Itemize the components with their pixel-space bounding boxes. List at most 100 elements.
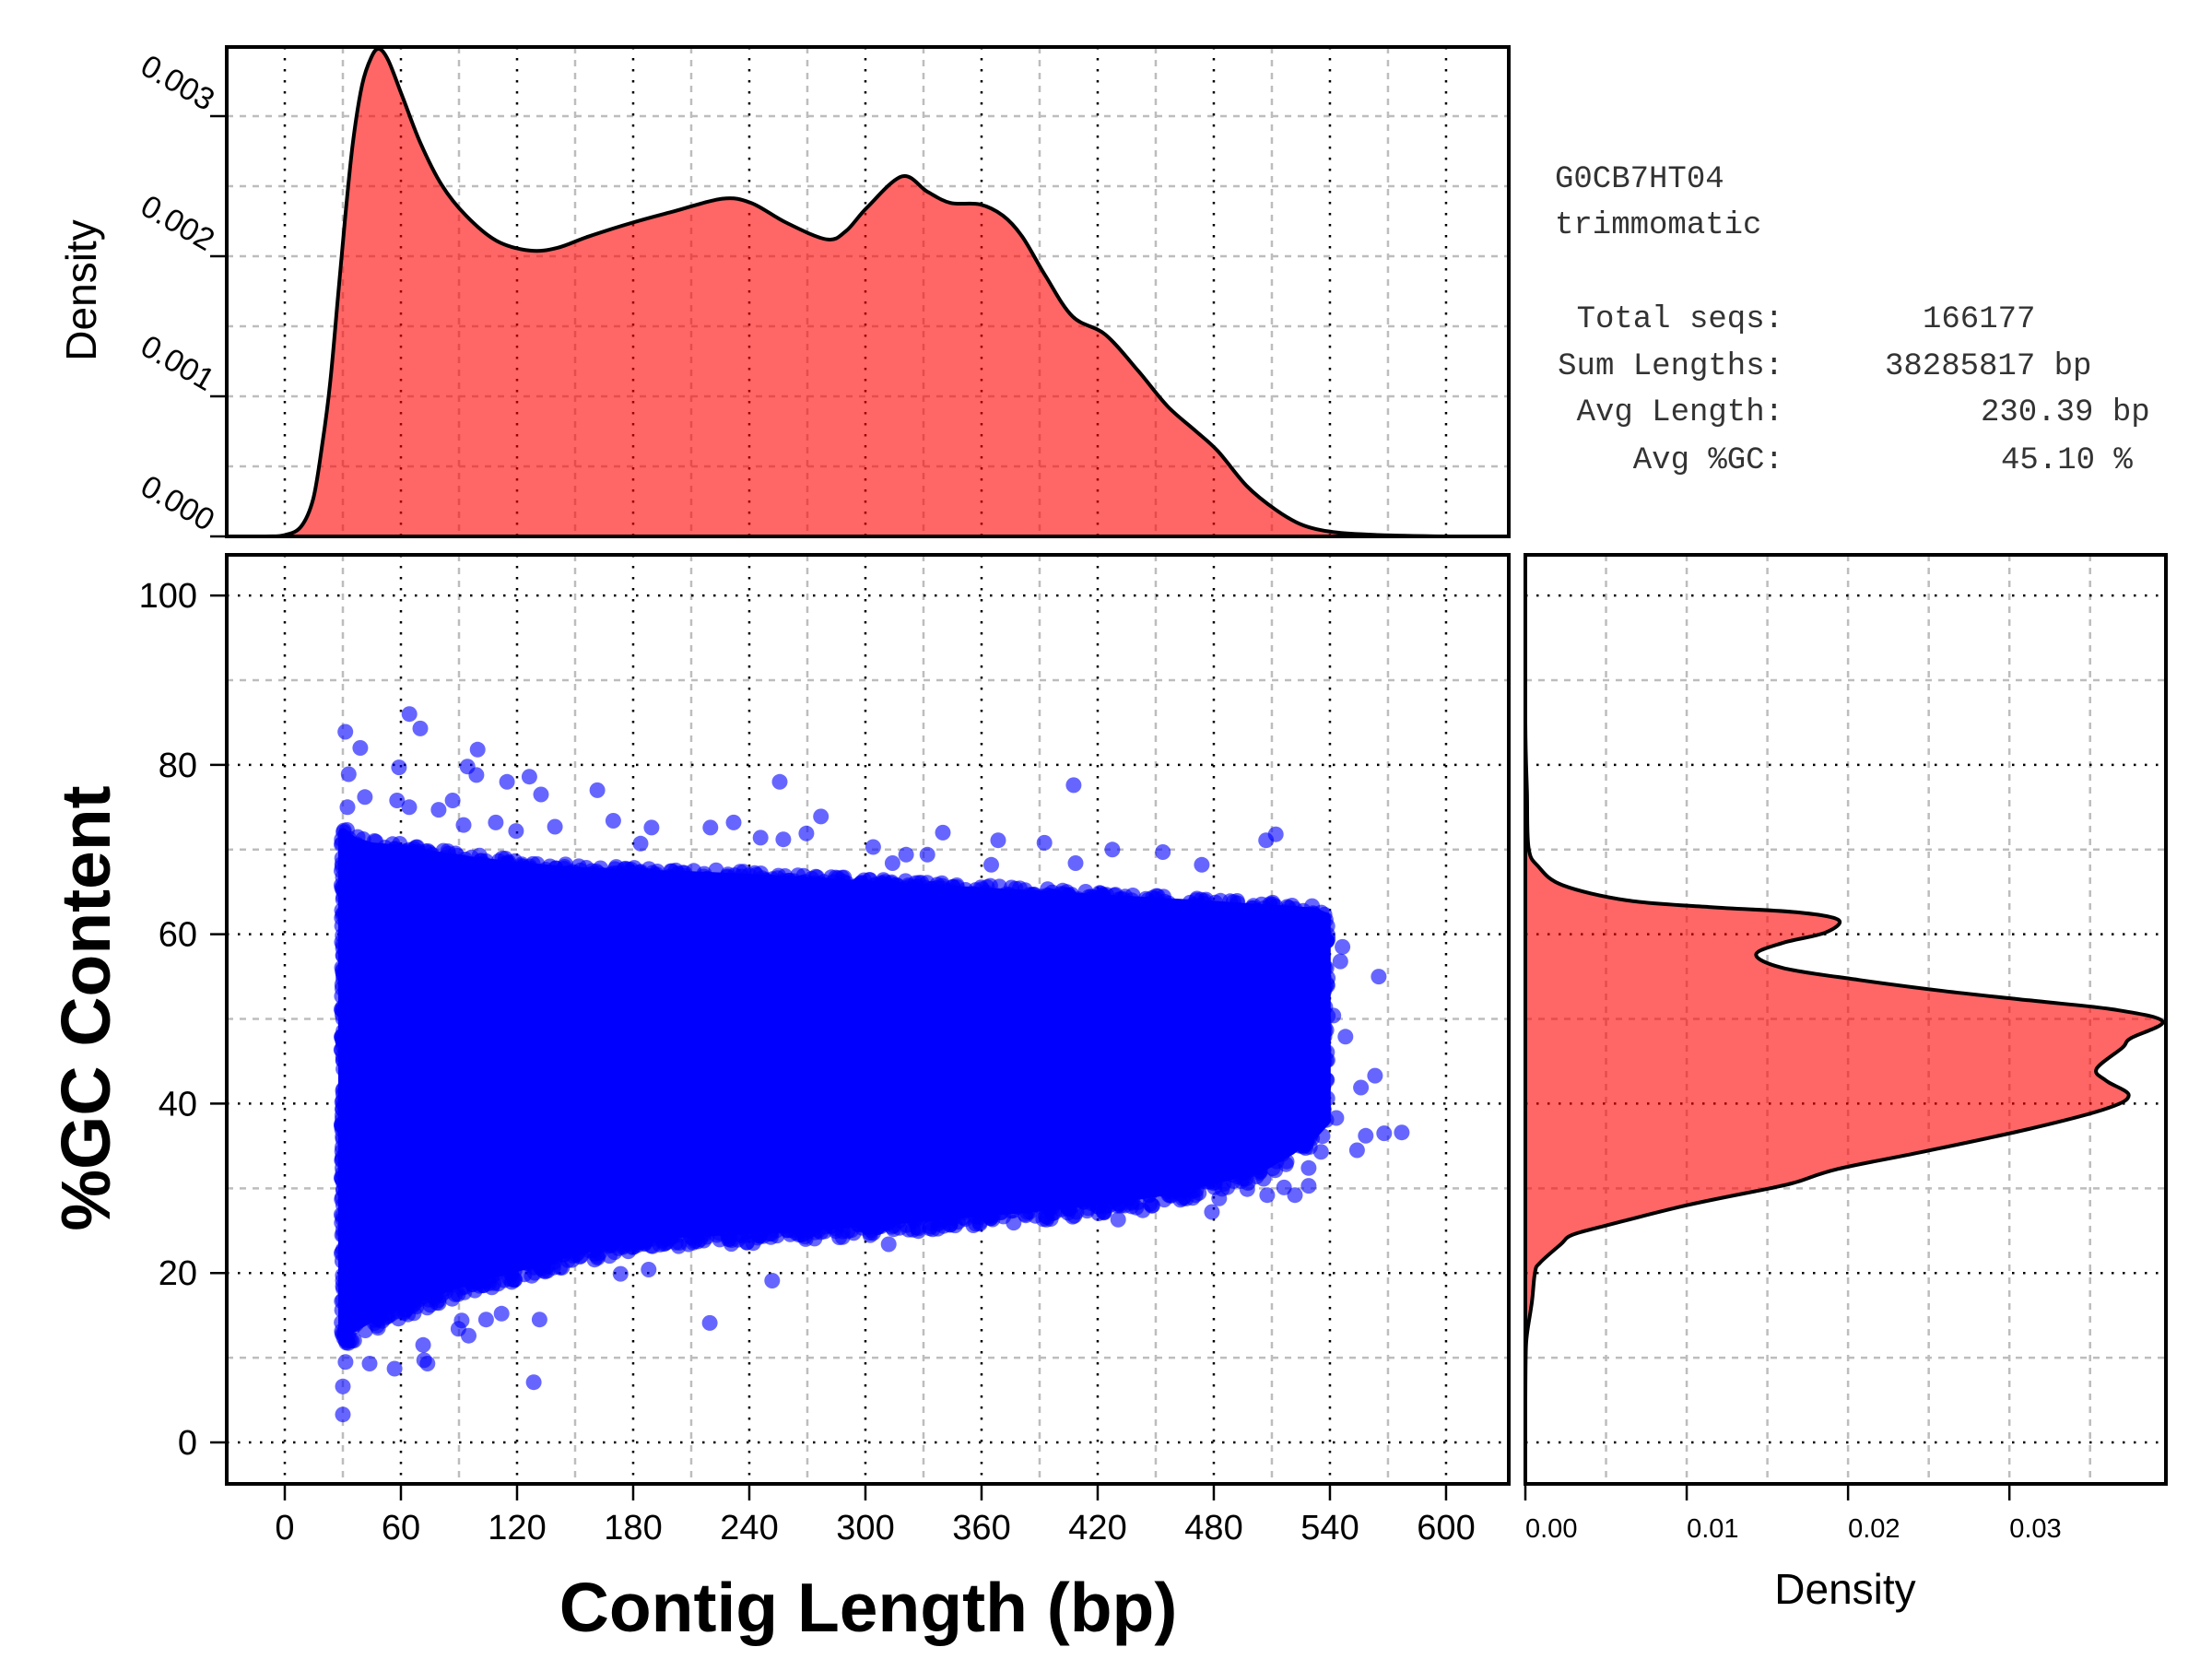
outlier-point — [983, 856, 999, 873]
scatter-point — [1045, 892, 1062, 909]
outlier-point — [725, 814, 742, 830]
outlier-point — [1258, 832, 1275, 849]
scatter-point — [879, 1214, 896, 1230]
scatter-point — [1198, 909, 1215, 925]
outlier-point — [335, 1406, 351, 1423]
y-tick-label: 100 — [139, 577, 197, 616]
scatter-point — [776, 1218, 793, 1234]
scatter-point — [387, 841, 403, 857]
right-panel-frame — [1524, 553, 2168, 1486]
top-y-tick-label: 0.001 — [135, 328, 220, 397]
gc-density-curve — [1525, 555, 2165, 1484]
outlier-point — [1239, 1181, 1255, 1197]
outlier-point — [865, 839, 881, 855]
scatter-point — [447, 1286, 464, 1302]
outlier-point — [919, 846, 935, 863]
scatter-point — [334, 1293, 350, 1310]
scatter-point — [1272, 912, 1288, 929]
scatter-point — [516, 1266, 533, 1283]
right-x-tick-label: 0.00 — [1525, 1514, 1577, 1544]
outlier-point — [1065, 777, 1082, 794]
outlier-point — [386, 1360, 403, 1377]
scatter-point — [334, 1006, 350, 1023]
scatter-point — [335, 888, 352, 905]
outlier-point — [1312, 1144, 1329, 1160]
outlier-point — [493, 1305, 510, 1322]
scatter-point — [1156, 888, 1171, 905]
scatter-point — [413, 1283, 429, 1300]
outlier-point — [416, 1352, 432, 1369]
scatter-point — [466, 1282, 483, 1299]
outlier-point — [1036, 834, 1053, 851]
length-density-fill — [227, 48, 1509, 536]
outlier-point — [335, 1378, 351, 1394]
scatter-point — [567, 1236, 583, 1253]
x-tick-label: 0 — [275, 1509, 294, 1547]
top-y-tick-label: 0.002 — [135, 188, 220, 257]
scatter-point — [334, 1171, 350, 1188]
scatter-point — [360, 843, 377, 860]
length-density-curve — [227, 47, 1509, 536]
scatter-point — [716, 1217, 733, 1233]
scatter-point — [807, 868, 824, 885]
stat-value: 230.39 bp — [1981, 395, 2150, 430]
scatter-point — [682, 1218, 699, 1235]
scatter-point — [1304, 945, 1321, 961]
scatter-point — [992, 895, 1008, 912]
scatter-point — [1182, 906, 1199, 923]
scatter-point — [843, 1222, 860, 1239]
right-x-axis: 0.00 0.01 0.02 0.03 — [1524, 1484, 2062, 1544]
scatter-point — [335, 1241, 351, 1257]
outlier-point — [1332, 953, 1348, 970]
scatter-point — [424, 852, 441, 868]
scatter-point — [574, 874, 591, 890]
scatter-point — [334, 835, 350, 852]
outlier-point — [361, 1356, 378, 1371]
scatter-point — [511, 1253, 527, 1269]
outlier-point — [468, 767, 485, 783]
scatter-point — [1062, 900, 1078, 916]
x-tick-label: 420 — [1068, 1509, 1126, 1547]
scatter-point — [370, 1302, 386, 1319]
main-plot-area — [333, 706, 1410, 1423]
scatter-point — [728, 879, 745, 896]
info-box: G0CB7HT04 trimmomatic Total seqs: 166177… — [1555, 162, 2150, 478]
outlier-point — [1394, 1124, 1410, 1141]
outlier-point — [1259, 1187, 1276, 1204]
scatter-point — [408, 1299, 425, 1315]
scatter-point — [335, 1272, 351, 1288]
outlier-point — [632, 835, 649, 852]
outlier-point — [935, 824, 951, 841]
scatter-point — [396, 1289, 413, 1306]
outlier-point — [533, 786, 549, 803]
scatter-point — [333, 1206, 349, 1223]
outlier-point — [1110, 1211, 1126, 1228]
outlier-point — [1155, 844, 1171, 860]
x-tick-label: 60 — [382, 1509, 420, 1547]
top-y-axis-title: Density — [57, 219, 105, 360]
scatter-point — [907, 875, 924, 891]
scatter-point — [1262, 896, 1278, 912]
x-tick-label: 120 — [488, 1509, 546, 1547]
main-scatter-panel: 0 60 120 180 240 300 360 420 480 540 600 0 20 40 60 80 1… — [47, 553, 1511, 1646]
scatter-point — [741, 1216, 757, 1232]
scatter-point — [1247, 912, 1264, 928]
scatter-point — [1167, 904, 1183, 921]
outlier-point — [1300, 1178, 1317, 1194]
scatter-point — [477, 853, 494, 869]
scatter-point — [554, 1259, 571, 1276]
scatter-point — [1311, 1084, 1327, 1100]
gc-density-fill — [1525, 555, 2163, 1484]
top-y-tick-label: 0.003 — [135, 48, 220, 117]
outlier-point — [521, 769, 537, 785]
scatter-point — [446, 853, 462, 869]
stat-label: Total seqs: — [1577, 302, 1783, 337]
scatter-point — [899, 1217, 915, 1233]
outlier-point — [1328, 1110, 1345, 1126]
scatter-point — [927, 893, 944, 910]
stat-value: 45.10 % — [2001, 443, 2133, 478]
scatter-point — [1235, 906, 1252, 923]
outlier-point — [813, 808, 830, 825]
y-tick-label: 40 — [159, 1085, 197, 1124]
scatter-point — [804, 882, 820, 899]
